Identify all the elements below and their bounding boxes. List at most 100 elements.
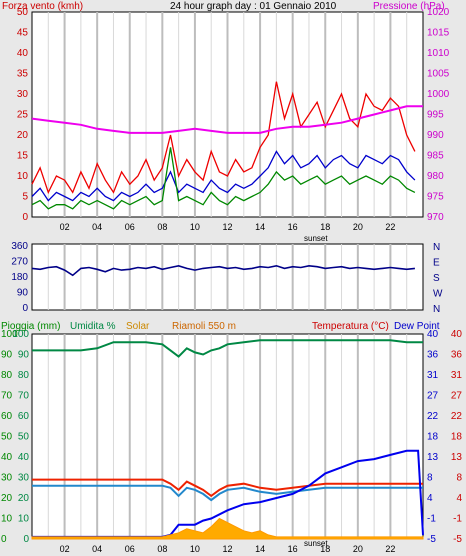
sunset-label: sunset	[304, 234, 328, 243]
y-tick-right: 1005	[427, 69, 450, 80]
x-tick: 16	[288, 544, 298, 554]
rain-axis-title: Pioggia (mm)	[1, 321, 60, 332]
y-tick-left: 30	[17, 89, 29, 100]
x-tick: 14	[255, 222, 265, 232]
y-tick-humidity: 60	[18, 411, 30, 422]
series-line	[32, 478, 423, 498]
y-tick-right: 975	[427, 192, 444, 203]
y-tick-rain: 90	[1, 350, 13, 361]
pressure-axis-title: Pressione (hPa)	[373, 1, 445, 12]
y-tick-dewpoint: 27	[427, 391, 439, 402]
y-tick-rain: 60	[1, 411, 13, 422]
y-tick-humidity: 0	[23, 534, 29, 545]
x-tick: 08	[157, 544, 167, 554]
y-tick-right: 995	[427, 110, 444, 121]
solar-axis-title: Solar	[126, 321, 150, 332]
x-tick: 12	[222, 544, 232, 554]
y-tick-rain: 0	[1, 534, 7, 545]
series-line	[31, 105, 423, 134]
y-tick-left: 50	[17, 7, 29, 18]
y-tick-temp: 22	[451, 411, 463, 422]
y-tick-rain: 50	[1, 432, 13, 443]
y-tick-left: 90	[17, 288, 29, 299]
y-tick-temp: 4	[456, 493, 462, 504]
y-tick-right: 1000	[427, 89, 450, 100]
humidity-axis-title: Umidita %	[70, 321, 116, 332]
temp-axis-title: Temperatura (°C)	[312, 321, 389, 332]
x-tick: 10	[190, 222, 200, 232]
compass-tick: E	[433, 258, 440, 269]
x-tick: 22	[385, 222, 395, 232]
x-tick: 10	[190, 544, 200, 554]
y-tick-right: 970	[427, 212, 444, 223]
y-tick-left: 20	[17, 130, 29, 141]
y-tick-left: 270	[11, 257, 28, 268]
cloud-axis-title: Riamoli 550 m	[172, 321, 236, 332]
compass-tick: S	[433, 273, 440, 284]
series-line	[31, 147, 416, 210]
series-line	[32, 484, 423, 502]
x-tick: 06	[125, 222, 135, 232]
y-tick-right: 1010	[427, 48, 450, 59]
y-tick-rain: 10	[1, 514, 13, 525]
compass-tick: N	[433, 304, 440, 315]
x-tick: 14	[255, 544, 265, 554]
y-tick-dewpoint: 36	[427, 350, 439, 361]
y-tick-temp: 40	[451, 329, 463, 340]
y-tick-dewpoint: 8	[427, 473, 433, 484]
y-tick-right: 985	[427, 151, 444, 162]
y-tick-left: 180	[11, 272, 28, 283]
x-tick: 04	[92, 544, 102, 554]
y-tick-temp: 27	[451, 391, 463, 402]
y-tick-dewpoint: 18	[427, 432, 439, 443]
y-tick-temp: 18	[451, 432, 463, 443]
y-tick-left: 45	[17, 28, 29, 39]
y-tick-left: 25	[17, 110, 29, 121]
temp-humidity-chart: Pioggia (mm) Umidita % Solar Riamoli 550…	[1, 321, 463, 554]
y-tick-rain: 70	[1, 391, 13, 402]
sunset-label: sunset	[304, 539, 328, 548]
y-tick-dewpoint: 31	[427, 370, 439, 381]
y-tick-humidity: 90	[18, 350, 30, 361]
y-tick-temp: -1	[453, 514, 462, 525]
x-tick: 18	[320, 222, 330, 232]
y-tick-rain: 80	[1, 370, 13, 381]
y-tick-left: 5	[22, 192, 28, 203]
y-tick-humidity: 50	[18, 432, 30, 443]
y-tick-temp: 36	[451, 350, 463, 361]
y-tick-right: 990	[427, 130, 444, 141]
series-line	[31, 150, 416, 202]
y-tick-dewpoint: 13	[427, 452, 439, 463]
y-tick-humidity: 100	[12, 329, 29, 340]
x-tick: 20	[353, 222, 363, 232]
y-tick-dewpoint: 22	[427, 411, 439, 422]
y-tick-rain: 20	[1, 493, 13, 504]
y-tick-temp: 8	[456, 473, 462, 484]
series-line	[32, 339, 423, 358]
x-tick: 12	[222, 222, 232, 232]
y-tick-left: 360	[11, 242, 28, 252]
x-tick: 02	[60, 222, 70, 232]
y-tick-left: 35	[17, 69, 29, 80]
y-tick-left: 0	[22, 303, 28, 314]
y-tick-right: 1020	[427, 7, 450, 18]
y-tick-humidity: 40	[18, 452, 30, 463]
wind-pressure-chart: Forza vento (kmh) 24 hour graph day : 01…	[0, 0, 466, 250]
y-tick-dewpoint: -1	[427, 514, 436, 525]
compass-tick: N	[433, 242, 440, 253]
y-tick-rain: 30	[1, 473, 13, 484]
y-tick-left: 0	[22, 212, 28, 223]
y-tick-right: 1015	[427, 28, 450, 39]
compass-tick: W	[433, 289, 443, 300]
y-tick-right: 980	[427, 171, 444, 182]
y-tick-dewpoint: 4	[427, 493, 433, 504]
y-tick-rain: 40	[1, 452, 13, 463]
solar-area	[31, 517, 424, 540]
y-tick-temp: 13	[451, 452, 463, 463]
y-tick-left: 40	[17, 48, 29, 59]
wind-direction-line	[31, 264, 415, 277]
x-tick: 22	[385, 544, 395, 554]
y-tick-dewpoint: -5	[427, 534, 436, 545]
